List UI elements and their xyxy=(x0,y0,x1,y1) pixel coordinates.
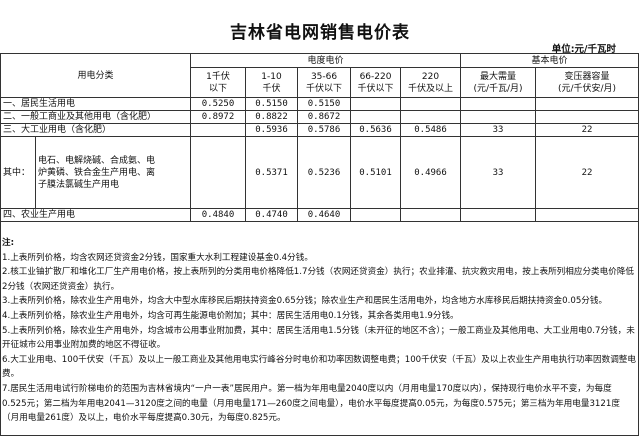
header-energy-price: 电度电价 xyxy=(190,53,462,68)
notes-section: 注: 1.上表所列价格，均含农网还贷资金2分钱，国家重大水利工程建设基金0.4分… xyxy=(2,236,636,426)
cell: 33 xyxy=(460,136,537,209)
row-label: 二、一般工商业及其他用电（含化肥） xyxy=(0,110,192,124)
cell: 0.5486 xyxy=(400,123,462,137)
row-label: 三、大工业用电（含化肥） xyxy=(0,123,192,137)
cell xyxy=(400,208,462,222)
note-item: 4.上表所列价格，除农业生产用电外，均含可再生能源电价附加；其中：居民生活用电0… xyxy=(2,310,459,321)
header-basic-price: 基本电价 xyxy=(460,53,640,68)
cell: 0.5250 xyxy=(190,97,247,111)
cell xyxy=(460,97,537,111)
unit-label: 单位:元/千瓦时 xyxy=(551,44,616,55)
cell xyxy=(350,208,402,222)
note-item: 7.居民生活用电试行阶梯电价的范围为吉林省境内“一户一表”居民用户。第一档为年用… xyxy=(2,383,620,424)
cell: 0.4840 xyxy=(190,208,247,222)
cell xyxy=(460,208,537,222)
cell: 0.5371 xyxy=(245,136,299,209)
table-row: 其中： 电石、电解烧碱、合成氨、电炉黄磷、铁合金生产用电、离子膜法氯碱生产用电 … xyxy=(0,136,640,209)
header-basic-col: 最大需量 (元/千瓦/月) xyxy=(460,67,537,98)
cell: 0.4640 xyxy=(297,208,352,222)
note-item: 1.上表所列价格，均含农网还贷资金2分钱，国家重大水利工程建设基金0.4分钱。 xyxy=(2,252,313,263)
cell: 0.8822 xyxy=(245,110,299,124)
cell: 0.5236 xyxy=(297,136,352,209)
row-label: 一、居民生活用电 xyxy=(0,97,192,111)
cell xyxy=(460,110,537,124)
note-item: 3.上表所列价格，除农业生产用电外，均含大中型水库移民后期扶持资金0.65分钱；… xyxy=(2,296,608,307)
price-table: 用电分类 电度电价 基本电价 1千伏 以下 1-10 千伏 35-66 千伏以下… xyxy=(0,53,640,222)
cell: 0.5936 xyxy=(245,123,299,137)
cell: 0.5150 xyxy=(245,97,299,111)
cell: 0.8672 xyxy=(297,110,352,124)
cell xyxy=(535,97,640,111)
cell: 0.5786 xyxy=(297,123,352,137)
table-row: 四、农业生产用电 0.4840 0.4740 0.4640 xyxy=(0,208,640,222)
document-title: 吉林省电网销售电价表 xyxy=(230,23,410,43)
row-label: 其中： xyxy=(0,136,36,209)
cell xyxy=(535,110,640,124)
cell xyxy=(400,110,462,124)
cell xyxy=(190,136,247,209)
cell xyxy=(535,208,640,222)
cell: 0.5150 xyxy=(297,97,352,111)
header-voltage-col: 66-220 千伏以下 xyxy=(350,67,402,98)
note-item: 2.核工业铀扩散厂和堆化工厂生产用电价格，按上表所列的分类用电价格降低1.7分钱… xyxy=(2,267,635,292)
cell xyxy=(400,97,462,111)
header-voltage-col: 35-66 千伏以下 xyxy=(297,67,352,98)
table-row: 一、居民生活用电 0.5250 0.5150 0.5150 xyxy=(0,97,640,111)
cell xyxy=(350,97,402,111)
notes-heading: 注: xyxy=(2,238,15,248)
cell: 22 xyxy=(535,123,640,137)
cell xyxy=(350,110,402,124)
cell: 0.4740 xyxy=(245,208,299,222)
cell: 0.5636 xyxy=(350,123,402,137)
header-voltage-col: 220 千伏及以上 xyxy=(400,67,462,98)
row-sublabel: 电石、电解烧碱、合成氨、电炉黄磷、铁合金生产用电、离子膜法氯碱生产用电 xyxy=(34,136,192,209)
table-row: 二、一般工商业及其他用电（含化肥） 0.8972 0.8822 0.8672 xyxy=(0,110,640,124)
cell: 0.5101 xyxy=(350,136,402,209)
cell: 33 xyxy=(460,123,537,137)
cell: 22 xyxy=(535,136,640,209)
note-item: 6.大工业用电、100千伏安（千瓦）及以上一般工商业及其他用电实行峰谷分时电价和… xyxy=(2,354,636,380)
row-label: 四、农业生产用电 xyxy=(0,208,192,222)
header-basic-col: 变压器容量 (元/千伏安/月) xyxy=(535,67,640,98)
header-voltage-col: 1-10 千伏 xyxy=(245,67,299,98)
cell xyxy=(190,123,247,137)
table-row: 三、大工业用电（含化肥） 0.5936 0.5786 0.5636 0.5486… xyxy=(0,123,640,137)
header-voltage-col: 1千伏 以下 xyxy=(190,67,247,98)
header-category: 用电分类 xyxy=(0,53,192,98)
cell: 0.4966 xyxy=(400,136,462,209)
cell: 0.8972 xyxy=(190,110,247,124)
note-item: 5.上表所列价格，除农业生产用电外，均含城市公用事业附加费，其中：居民生活用电1… xyxy=(2,325,635,351)
